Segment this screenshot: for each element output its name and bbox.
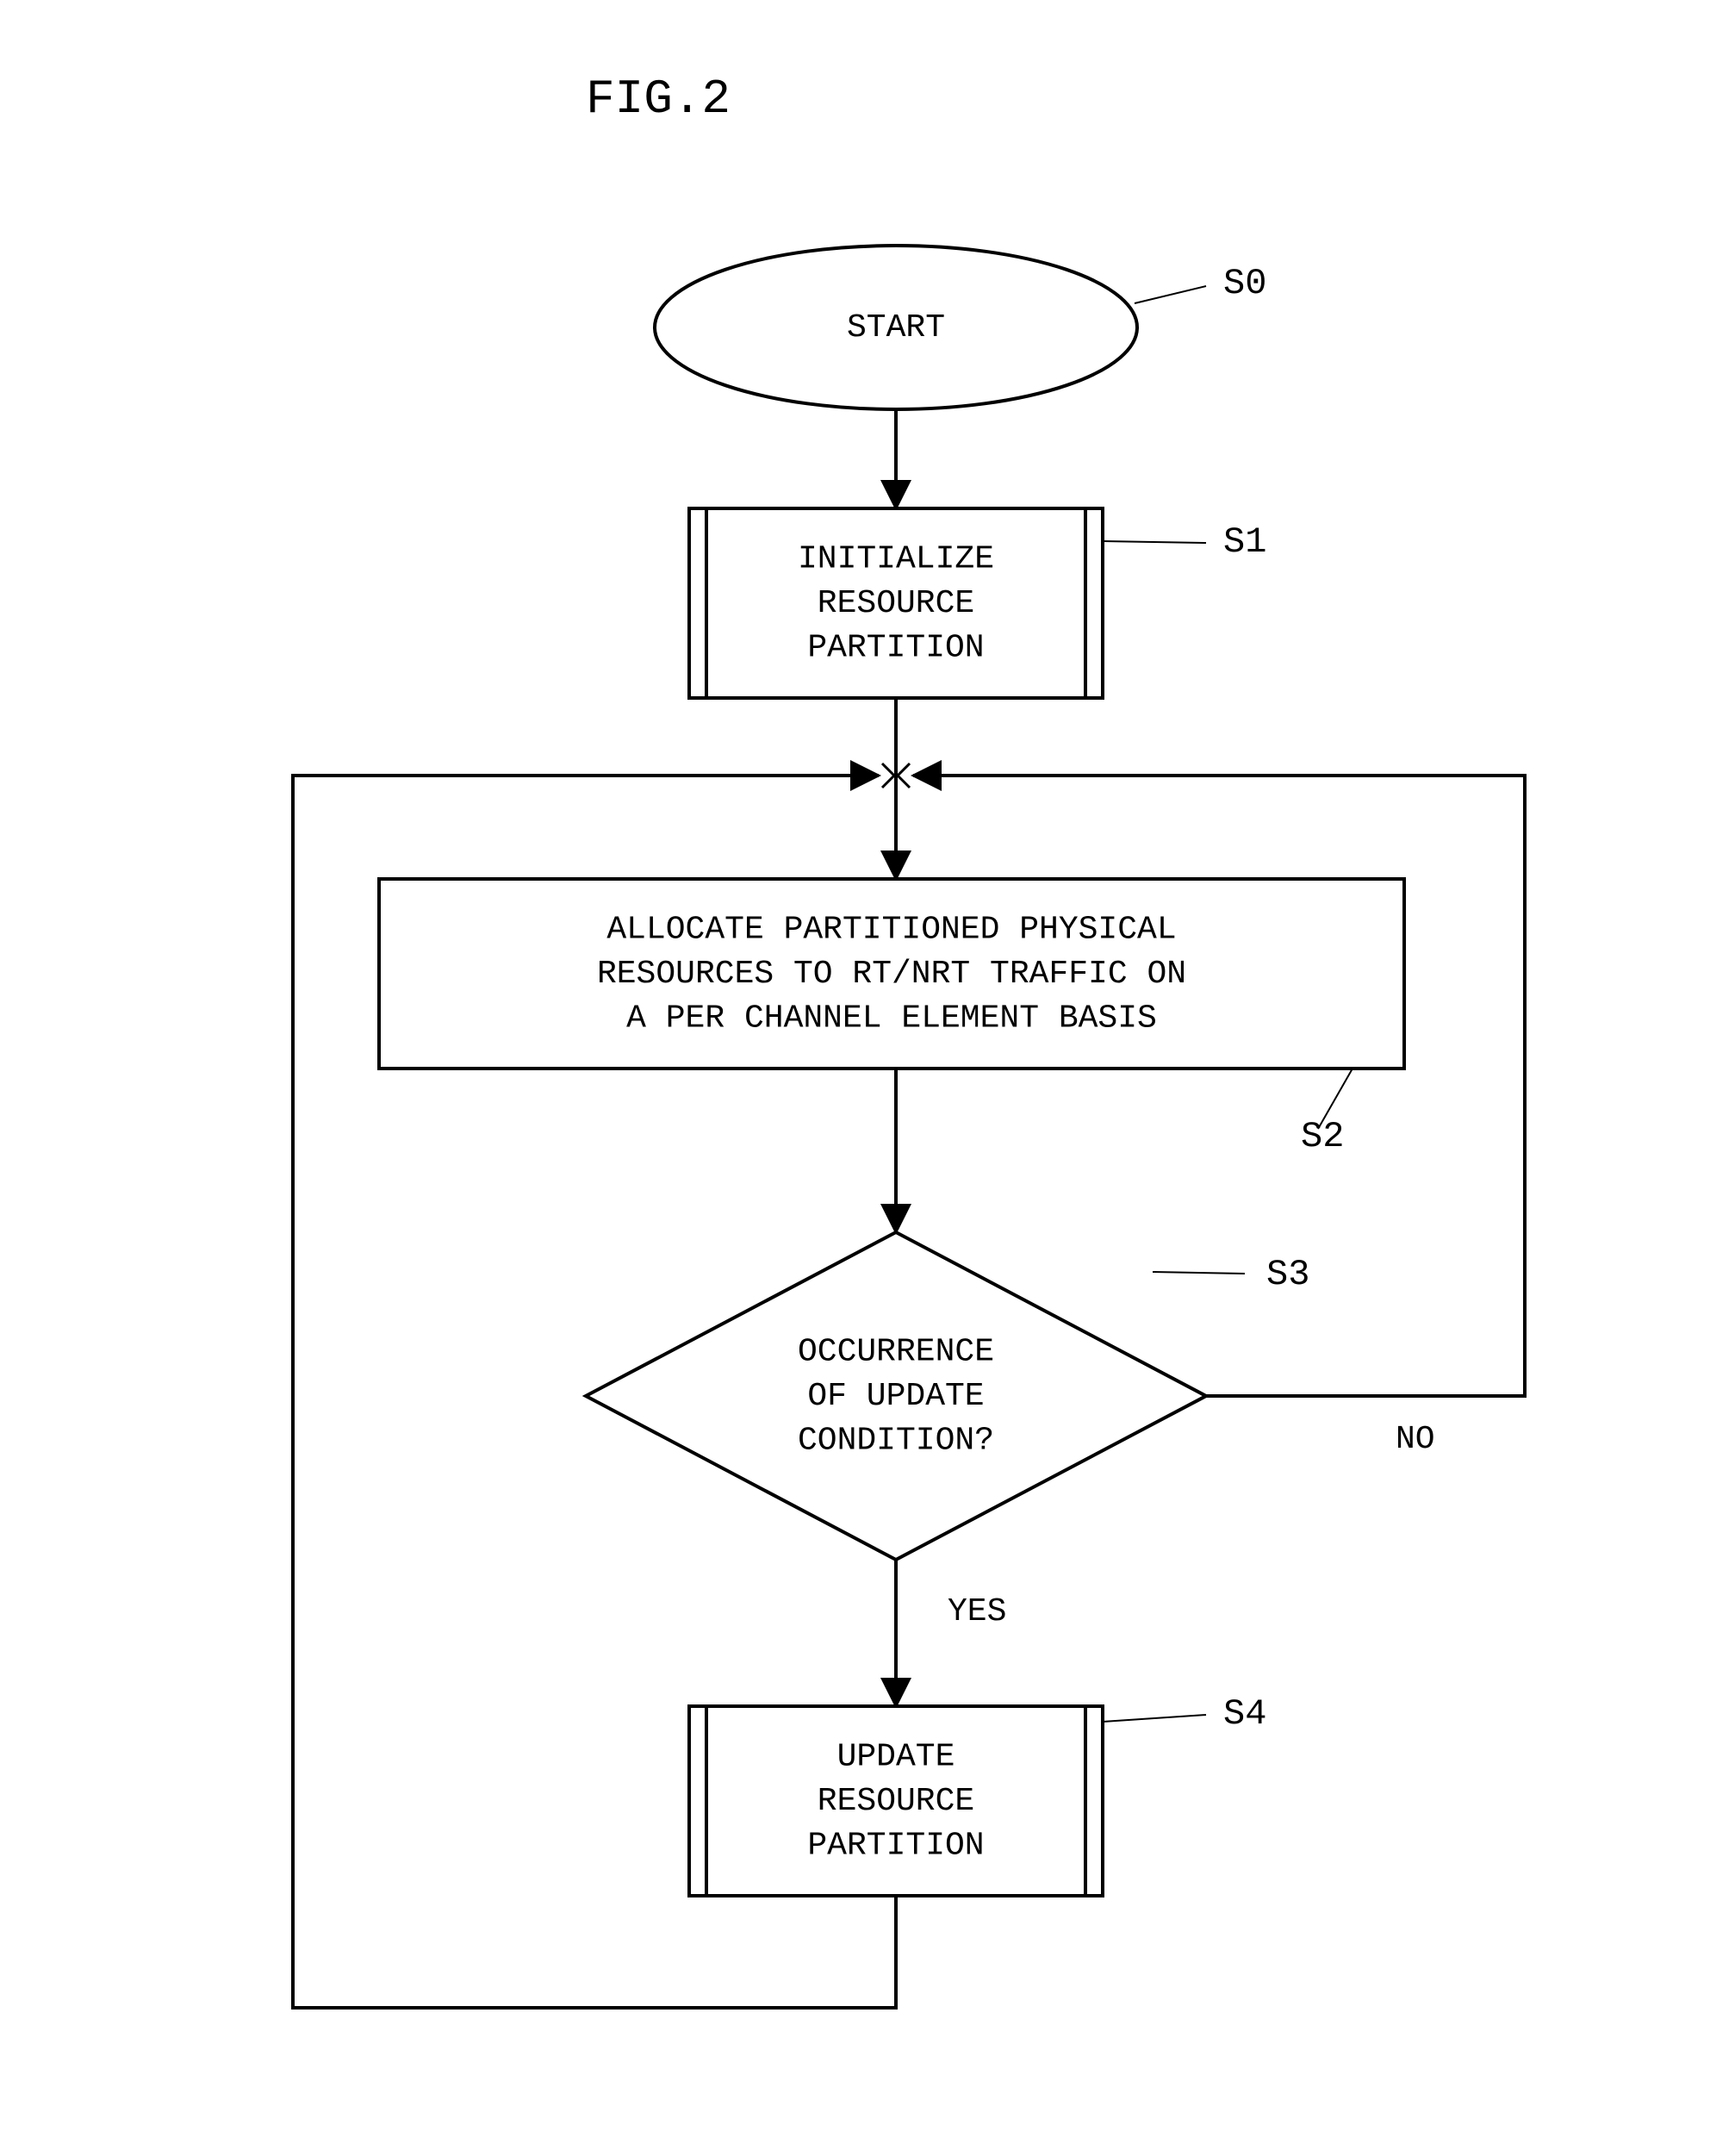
flowchart-canvas: FIG.2 START S0 INITIALIZE RESOURCE PARTITION S… bbox=[0, 0, 1735, 2156]
node-s3-line-0: OCCURRENCE bbox=[798, 1334, 994, 1371]
step-label-s0: S0 bbox=[1223, 263, 1266, 304]
leader-line bbox=[1103, 541, 1206, 543]
leader-line bbox=[1153, 1272, 1245, 1274]
leader-line bbox=[1103, 1715, 1206, 1722]
node-s3-line-1: OF UPDATE bbox=[807, 1378, 984, 1415]
node-s1-line-2: PARTITION bbox=[807, 629, 984, 666]
node-s2-line-2: A PER CHANNEL ELEMENT BASIS bbox=[626, 1000, 1157, 1037]
node-s4-line-0: UPDATE bbox=[837, 1739, 955, 1776]
node-s2-line-0: ALLOCATE PARTITIONED PHYSICAL bbox=[606, 912, 1176, 949]
step-label-s2: S2 bbox=[1301, 1116, 1344, 1157]
node-s2-line-1: RESOURCES TO RT/NRT TRAFFIC ON bbox=[597, 956, 1186, 993]
leader-line bbox=[1135, 286, 1206, 303]
node-s4-line-1: RESOURCE bbox=[818, 1783, 974, 1820]
node-s4-line-2: PARTITION bbox=[807, 1827, 984, 1864]
node-s3-line-2: CONDITION? bbox=[798, 1422, 994, 1459]
figure-title: FIG.2 bbox=[586, 72, 731, 127]
node-s1-line-1: RESOURCE bbox=[818, 585, 974, 622]
node-s0-line-0: START bbox=[847, 309, 945, 346]
decision-no-label: NO bbox=[1396, 1421, 1435, 1458]
node-s1-line-0: INITIALIZE bbox=[798, 541, 994, 578]
decision-yes-label: YES bbox=[948, 1593, 1006, 1630]
step-label-s1: S1 bbox=[1223, 521, 1266, 563]
step-label-s4: S4 bbox=[1223, 1693, 1266, 1735]
step-label-s3: S3 bbox=[1266, 1254, 1309, 1295]
